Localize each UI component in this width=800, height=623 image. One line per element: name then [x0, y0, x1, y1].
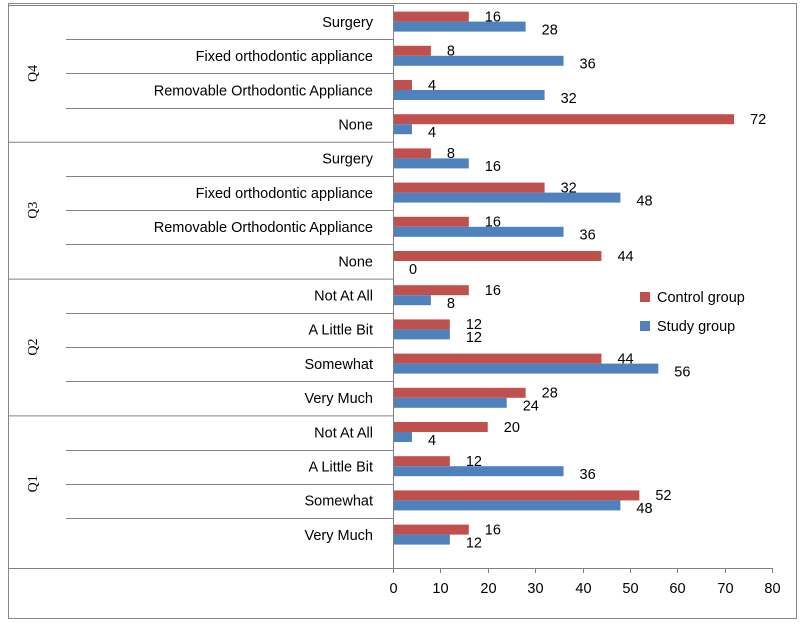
data-label-study: 8 — [447, 296, 455, 312]
data-label-study: 12 — [466, 330, 482, 346]
category-label: Fixed orthodontic appliance — [196, 49, 373, 65]
category-label: Somewhat — [304, 357, 373, 373]
category-label: Removable Orthodontic Appliance — [154, 220, 373, 236]
bar-control — [393, 45, 431, 56]
category-label: A Little Bit — [309, 323, 373, 339]
data-label-control: 32 — [561, 180, 577, 196]
bar-study — [393, 534, 450, 545]
data-label-study: 16 — [485, 159, 501, 175]
bar-control — [393, 80, 412, 90]
category-label: Removable Orthodontic Appliance — [154, 83, 373, 99]
bar-study — [393, 295, 431, 306]
data-label-study: 56 — [674, 364, 690, 380]
data-label-control: 12 — [466, 454, 482, 470]
bar-study — [393, 21, 526, 32]
bar-study — [393, 158, 469, 169]
bar-study — [393, 90, 545, 100]
x-tick-label: 50 — [622, 581, 638, 597]
x-tick-label: 80 — [764, 581, 780, 597]
legend-label-study: Study group — [657, 319, 735, 335]
bar-study — [393, 432, 412, 442]
x-tick-label: 40 — [575, 581, 591, 597]
x-tick-label: 30 — [527, 581, 543, 597]
data-label-control: 8 — [447, 146, 455, 162]
bar-study — [393, 192, 621, 203]
data-label-study: 48 — [636, 501, 652, 517]
bar-control — [393, 353, 602, 364]
data-label-study: 0 — [409, 262, 417, 278]
category-label: None — [338, 118, 373, 134]
bar-study — [393, 363, 659, 374]
data-label-control: 12 — [466, 317, 482, 333]
bar-control — [393, 216, 469, 227]
category-label: Not At All — [314, 289, 373, 305]
bar-control — [393, 148, 431, 159]
data-label-control: 72 — [750, 112, 766, 128]
bar-study — [393, 329, 450, 340]
data-label-study: 12 — [466, 535, 482, 551]
bar-control — [393, 182, 545, 193]
data-label-control: 44 — [617, 351, 633, 367]
category-label: A Little Bit — [309, 460, 373, 476]
x-tick-label: 70 — [717, 581, 733, 597]
data-label-study: 48 — [636, 193, 652, 209]
bar-control — [393, 387, 526, 398]
bar-control — [393, 456, 450, 467]
bar-control — [393, 251, 602, 261]
chart-border — [8, 3, 797, 619]
group-label: Q1 — [26, 475, 41, 492]
data-label-control: 16 — [485, 9, 501, 25]
data-label-control: 20 — [504, 420, 520, 436]
x-tick-label: 60 — [669, 581, 685, 597]
bar-study — [393, 500, 621, 511]
data-label-study: 4 — [428, 125, 436, 141]
data-label-study: 32 — [561, 91, 577, 107]
bar-study — [393, 466, 564, 477]
bar-study — [393, 55, 564, 66]
data-label-control: 4 — [428, 78, 436, 94]
data-label-control: 44 — [617, 249, 633, 265]
data-label-study: 28 — [542, 22, 558, 38]
category-label: Very Much — [305, 528, 374, 544]
x-tick-label: 20 — [480, 581, 496, 597]
bar-study — [393, 397, 507, 408]
legend-swatch-study — [640, 321, 650, 331]
bar-control — [393, 11, 469, 22]
category-label: Fixed orthodontic appliance — [196, 186, 373, 202]
data-label-study: 24 — [523, 399, 539, 415]
category-label: Surgery — [322, 152, 374, 168]
bar-study — [393, 226, 564, 237]
legend-label-control: Control group — [657, 290, 745, 306]
bar-control — [393, 285, 469, 296]
bar-control — [393, 422, 488, 432]
group-label: Q3 — [26, 202, 41, 219]
data-label-study: 4 — [428, 433, 436, 449]
group-label: Q4 — [26, 65, 41, 82]
data-label-control: 16 — [485, 215, 501, 231]
data-label-control: 52 — [655, 488, 671, 504]
data-label-control: 16 — [485, 522, 501, 538]
legend-swatch-control — [640, 292, 650, 302]
data-label-study: 36 — [580, 467, 596, 483]
x-tick-label: 0 — [389, 581, 397, 597]
category-label: Somewhat — [304, 494, 373, 510]
category-label: Surgery — [322, 15, 374, 31]
data-label-control: 28 — [542, 386, 558, 402]
data-label-control: 8 — [447, 44, 455, 60]
data-label-study: 36 — [580, 228, 596, 244]
group-label: Q2 — [26, 338, 41, 355]
bar-control — [393, 319, 450, 330]
bar-control — [393, 524, 469, 535]
category-label: None — [338, 254, 373, 270]
category-label: Very Much — [305, 391, 374, 407]
data-label-control: 16 — [485, 283, 501, 299]
x-tick-label: 10 — [432, 581, 448, 597]
category-label: Not At All — [314, 425, 373, 441]
bar-study — [393, 124, 412, 135]
bar-control — [393, 114, 735, 125]
bar-control — [393, 490, 640, 501]
data-label-study: 36 — [580, 57, 596, 73]
